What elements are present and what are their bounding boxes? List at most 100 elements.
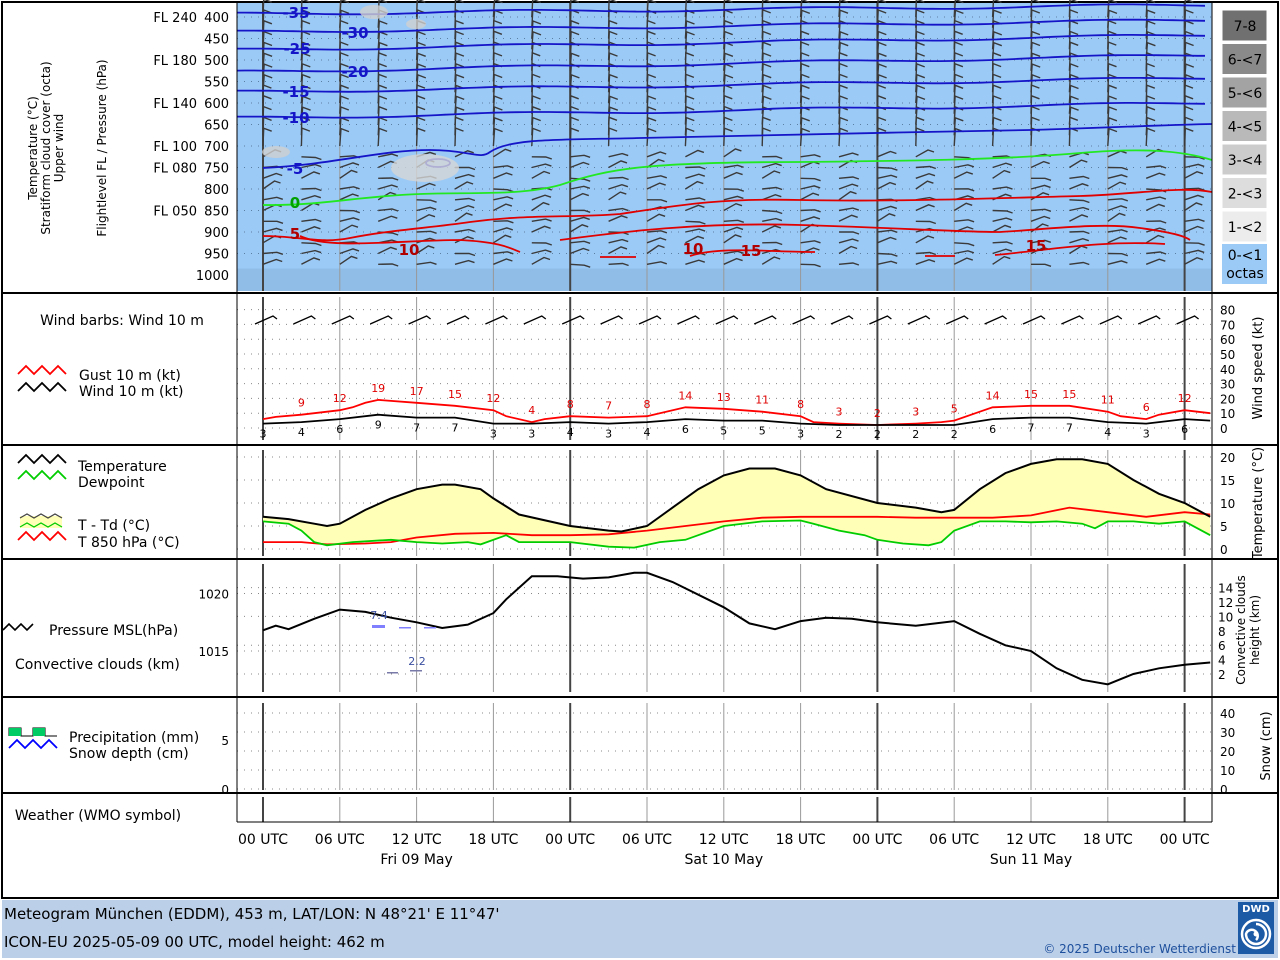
upper-wind-barb — [570, 185, 591, 190]
time-tick-label: 00 UTC — [1160, 832, 1210, 848]
cloud-cover-legend-label: 1-<2 — [1228, 220, 1263, 236]
upper-wind-barb — [415, 127, 426, 147]
upper-wind-barb — [1068, 95, 1079, 114]
upper-wind-barb — [531, 249, 552, 255]
wind-barb-10m — [1176, 315, 1199, 325]
wind-barb-10m — [600, 315, 623, 325]
upper-wind-barb — [415, 41, 426, 61]
upper-wind-barb — [1145, 203, 1166, 212]
upper-wind-barb — [416, 206, 437, 212]
upper-wind-barb — [1069, 261, 1090, 266]
upper-wind-barb — [1184, 202, 1203, 212]
upper-wind-barb — [761, 84, 772, 104]
upper-wind-barb — [569, 247, 590, 255]
upper-wind-barb — [570, 209, 591, 213]
wind-barb-10m — [1022, 315, 1046, 325]
upper-wind-barb — [915, 251, 937, 256]
upper-wind-barb — [455, 166, 476, 171]
upper-wind-barb — [954, 219, 975, 223]
upper-panel-label: Temperature (°C) — [26, 96, 40, 201]
upper-wind-barb — [992, 224, 1012, 233]
upper-wind-barb — [570, 240, 591, 244]
upper-wind-barb — [992, 209, 1013, 214]
upper-wind-barb — [762, 217, 783, 222]
wind-speed-tick: 0 — [1220, 422, 1228, 436]
cloud-patch — [406, 19, 426, 29]
wind-speed-tick: 50 — [1220, 348, 1235, 362]
upper-wind-barb — [301, 156, 322, 161]
upper-wind-barb — [1146, 251, 1167, 255]
conv-height-tick: 12 — [1218, 596, 1233, 610]
upper-wind-barb — [877, 174, 898, 179]
upper-wind-barb — [531, 194, 552, 201]
upper-wind-barb — [954, 250, 975, 255]
temperature-series-line — [262, 458, 1211, 533]
upper-wind-barb — [339, 186, 360, 190]
upper-wind-barb — [761, 73, 772, 93]
time-tick-label: 12 UTC — [699, 832, 749, 848]
upper-wind-barb — [301, 257, 321, 265]
wind-data-label: 6 — [336, 423, 343, 436]
time-tick-label: 00 UTC — [238, 832, 288, 848]
upper-wind-barb — [915, 235, 935, 244]
upper-wind-barb — [1069, 159, 1088, 169]
isotherm-label: 15 — [741, 242, 762, 260]
cloud-cover-legend-box — [1221, 43, 1268, 75]
time-tick-label: 00 UTC — [545, 832, 595, 848]
day-label: Fri 09 May — [380, 852, 452, 868]
upper-wind-barb — [531, 242, 553, 246]
wind-speed-tick: 30 — [1220, 378, 1235, 392]
upper-wind-barb — [339, 209, 361, 214]
snow-tick: 0 — [1220, 783, 1228, 797]
conv-height-tick: 4 — [1218, 654, 1226, 668]
snow-tick: 40 — [1220, 707, 1235, 721]
time-tick-label: 18 UTC — [1083, 832, 1133, 848]
upper-wind-barb — [1183, 41, 1194, 61]
upper-wind-barb — [262, 180, 281, 190]
flight-level-label: FL 180 — [153, 54, 197, 69]
snow-legend-label: Snow depth (cm) — [69, 746, 189, 762]
conv-clouds-legend-label: Convective clouds (km) — [15, 657, 180, 673]
upper-wind-barb — [1184, 242, 1205, 246]
gust-legend-icon — [17, 364, 67, 376]
upper-wind-barb — [838, 262, 860, 266]
wind-data-label: 9 — [375, 419, 382, 432]
upper-wind-barb — [838, 152, 859, 158]
cloud-cover-legend-box — [1221, 177, 1268, 209]
upper-wind-barb — [685, 180, 704, 190]
gust-data-label: 6 — [1143, 401, 1150, 414]
upper-wind-barb — [915, 172, 936, 179]
pressure-tick: 1015 — [198, 645, 229, 659]
wind-data-label: 3 — [797, 428, 804, 441]
wind-data-label: 7 — [452, 422, 459, 435]
upper-wind-barb — [416, 230, 437, 234]
wind-data-label: 3 — [528, 428, 535, 441]
upper-wind-barb — [876, 63, 887, 82]
upper-wind-barb — [838, 30, 849, 50]
upper-wind-barb — [300, 95, 311, 114]
t850-legend-icon — [17, 530, 67, 542]
precip-tick: 0 — [221, 783, 229, 797]
wind-speed-tick: 60 — [1220, 333, 1235, 347]
upper-wind-barb — [416, 182, 436, 190]
upper-wind-barb — [799, 127, 811, 147]
conv-cloud-label: 7.4 — [370, 609, 388, 622]
upper-wind-barb — [262, 127, 272, 147]
upper-wind-barb — [1145, 234, 1165, 244]
upper-wind-barb — [339, 217, 360, 222]
wind-axis-label: Wind speed (kt) — [1251, 317, 1266, 420]
upper-wind-barb — [992, 255, 1011, 265]
upper-wind-barb — [454, 181, 474, 190]
upper-wind-barb — [454, 204, 475, 212]
upper-wind-barb — [416, 245, 435, 255]
upper-wind-barb — [607, 127, 618, 147]
upper-wind-barb — [493, 203, 513, 212]
snow-legend-icon — [8, 738, 58, 750]
upper-wind-barb — [646, 237, 667, 244]
upper-wind-barb — [301, 218, 322, 223]
upper-wind-barb — [838, 9, 849, 28]
upper-wind-barb — [723, 164, 744, 169]
upper-wind-barb — [953, 0, 964, 18]
cloud-patch — [391, 154, 459, 182]
upper-wind-barb — [915, 165, 937, 170]
